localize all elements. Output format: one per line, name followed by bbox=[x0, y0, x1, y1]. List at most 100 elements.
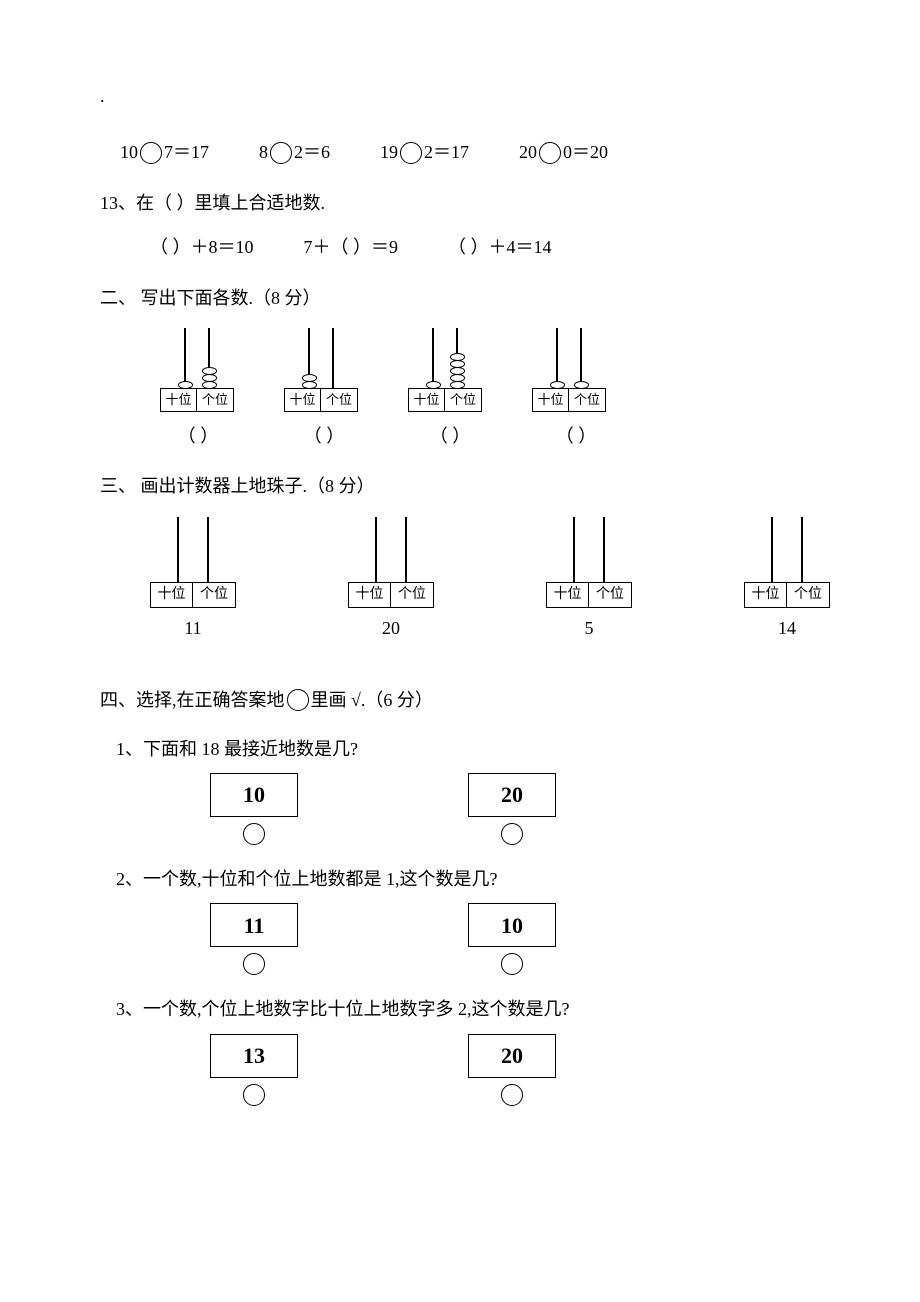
abacus-empty[interactable]: 十位个位 20 bbox=[348, 517, 434, 644]
choice: 10 bbox=[468, 903, 556, 975]
choice: 13 bbox=[210, 1034, 298, 1106]
check-circle-icon bbox=[287, 689, 309, 711]
ones-label: 个位 bbox=[321, 389, 357, 411]
question-text: 2、一个数,十位和个位上地数都是 1,这个数是几? bbox=[116, 863, 820, 895]
abacus-empty[interactable]: 十位个位 11 bbox=[150, 517, 236, 644]
equation-2: 8 2＝6 bbox=[259, 136, 330, 168]
ones-label: 个位 bbox=[445, 389, 481, 411]
ones-label: 个位 bbox=[193, 583, 235, 607]
choice-circle[interactable] bbox=[243, 823, 265, 845]
tens-label: 十位 bbox=[285, 389, 321, 411]
choice: 20 bbox=[468, 1034, 556, 1106]
operator-circle[interactable] bbox=[270, 142, 292, 164]
eq-left: 8 bbox=[259, 136, 268, 168]
choice-circle[interactable] bbox=[501, 953, 523, 975]
abacus-rod bbox=[308, 328, 310, 388]
answer-row: （ ） （ ） （ ） （ ） bbox=[160, 420, 820, 452]
answer-blank[interactable]: （ ） bbox=[160, 420, 236, 452]
equation-3: 19 2＝17 bbox=[380, 136, 469, 168]
bead-icon bbox=[178, 381, 193, 389]
tens-label: 十位 bbox=[547, 583, 589, 607]
abacus-rod bbox=[207, 517, 209, 582]
abacus-rod bbox=[801, 517, 803, 582]
abacus-empty[interactable]: 十位个位14 bbox=[744, 517, 830, 644]
bead-icon bbox=[450, 381, 465, 389]
operator-circle[interactable] bbox=[140, 142, 162, 164]
abacus-rod bbox=[456, 328, 458, 388]
abacus-number: 14 bbox=[778, 612, 796, 644]
operator-circle[interactable] bbox=[400, 142, 422, 164]
equation-4: 20 0＝20 bbox=[519, 136, 608, 168]
equation-row: 10 7＝17 8 2＝6 19 2＝17 20 0＝20 bbox=[120, 136, 820, 168]
abacus-rod bbox=[208, 328, 210, 388]
section2-heading: 二、 写出下面各数.（8 分） bbox=[100, 282, 820, 314]
eq-right: 0＝20 bbox=[563, 136, 608, 168]
choice: 11 bbox=[210, 903, 298, 975]
choice-row: 11 10 bbox=[210, 903, 820, 975]
tens-label: 十位 bbox=[349, 583, 391, 607]
bead-icon bbox=[574, 381, 589, 389]
abacus-rod bbox=[556, 328, 558, 388]
abacus-rod bbox=[603, 517, 605, 582]
choice-circle[interactable] bbox=[501, 823, 523, 845]
section4-heading-pre: 四、选择,在正确答案地 bbox=[100, 684, 285, 716]
q13-item-1[interactable]: （ ）＋8＝10 bbox=[150, 231, 254, 263]
bead-icon bbox=[550, 381, 565, 389]
equation-1: 10 7＝17 bbox=[120, 136, 209, 168]
choice-circle[interactable] bbox=[243, 953, 265, 975]
tens-label: 十位 bbox=[409, 389, 445, 411]
abacus-rod bbox=[771, 517, 773, 582]
abacus-rod bbox=[405, 517, 407, 582]
choice-box: 20 bbox=[468, 773, 556, 817]
q13-item-3[interactable]: （ ）＋4＝14 bbox=[448, 231, 552, 263]
ones-label: 个位 bbox=[569, 389, 605, 411]
ones-label: 个位 bbox=[589, 583, 631, 607]
abacus-row-draw: 十位个位11十位个位20十位个位5十位个位14 bbox=[150, 517, 830, 644]
choice-box: 10 bbox=[210, 773, 298, 817]
choice-circle[interactable] bbox=[501, 1084, 523, 1106]
choice-row: 10 20 bbox=[210, 773, 820, 845]
abacus-rod bbox=[432, 328, 434, 388]
abacus-rod bbox=[580, 328, 582, 388]
q13-label: 13、在（ ）里填上合适地数. bbox=[100, 187, 820, 219]
abacus-number: 20 bbox=[382, 612, 400, 644]
abacus: 十位个位 bbox=[408, 328, 482, 412]
abacus: 十位个位 bbox=[160, 328, 234, 412]
answer-blank[interactable]: （ ） bbox=[286, 420, 362, 452]
answer-blank[interactable]: （ ） bbox=[538, 420, 614, 452]
eq-left: 19 bbox=[380, 136, 398, 168]
eq-left: 20 bbox=[519, 136, 537, 168]
abacus-row-read: 十位个位十位个位十位个位十位个位 bbox=[160, 328, 820, 412]
choice-circle[interactable] bbox=[243, 1084, 265, 1106]
abacus: 十位个位 bbox=[284, 328, 358, 412]
tens-label: 十位 bbox=[745, 583, 787, 607]
choice-row: 13 20 bbox=[210, 1034, 820, 1106]
section3-heading: 三、 画出计数器上地珠子.（8 分） bbox=[100, 470, 820, 502]
bead-icon bbox=[426, 381, 441, 389]
section4-heading: 四、选择,在正确答案地 里画 √.（6 分） bbox=[100, 684, 820, 716]
question-text: 1、下面和 18 最接近地数是几? bbox=[116, 733, 820, 765]
answer-blank[interactable]: （ ） bbox=[412, 420, 488, 452]
eq-right: 2＝6 bbox=[294, 136, 330, 168]
abacus-rod bbox=[177, 517, 179, 582]
ones-label: 个位 bbox=[391, 583, 433, 607]
eq-right: 2＝17 bbox=[424, 136, 469, 168]
eq-right: 7＝17 bbox=[164, 136, 209, 168]
abacus-number: 11 bbox=[184, 612, 201, 644]
abacus: 十位个位 bbox=[532, 328, 606, 412]
bead-icon bbox=[202, 381, 217, 389]
operator-circle[interactable] bbox=[539, 142, 561, 164]
abacus-rod bbox=[573, 517, 575, 582]
tens-label: 十位 bbox=[533, 389, 569, 411]
choice-box: 10 bbox=[468, 903, 556, 947]
ones-label: 个位 bbox=[197, 389, 233, 411]
q13-items: （ ）＋8＝10 7＋（ ）＝9 （ ）＋4＝14 bbox=[150, 231, 820, 263]
abacus-number: 5 bbox=[585, 612, 594, 644]
tens-label: 十位 bbox=[151, 583, 193, 607]
choice-box: 13 bbox=[210, 1034, 298, 1078]
eq-left: 10 bbox=[120, 136, 138, 168]
abacus-rod bbox=[332, 328, 334, 388]
q13-item-2[interactable]: 7＋（ ）＝9 bbox=[304, 231, 399, 263]
abacus-empty[interactable]: 十位个位 5 bbox=[546, 517, 632, 644]
choice: 10 bbox=[210, 773, 298, 845]
